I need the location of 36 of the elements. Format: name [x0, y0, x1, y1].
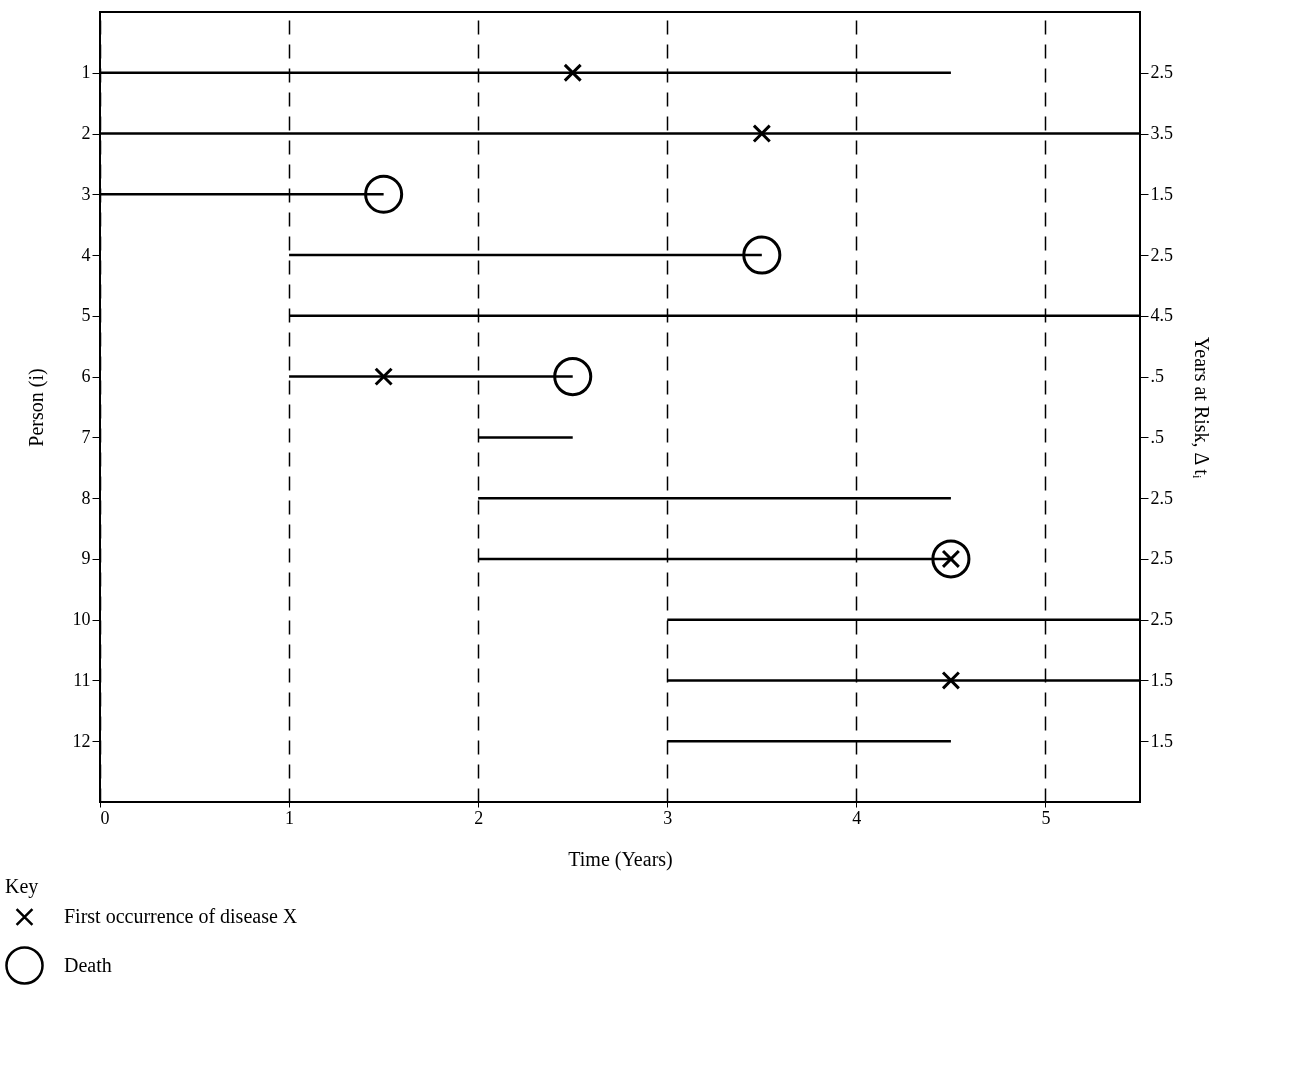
y2-tick-label: 3.5 [1150, 123, 1173, 144]
x-axis-title: Time (Years) [568, 847, 673, 871]
y-tick-label: 9 [81, 548, 91, 569]
y-tick-label: 12 [72, 730, 91, 751]
y2-tick-label: 2.5 [1150, 244, 1173, 265]
y-tick-label: 3 [81, 183, 91, 204]
x-tick-label: 0 [100, 807, 110, 828]
x-tick-label: 1 [285, 807, 295, 828]
legend-label: First occurrence of disease X [64, 905, 298, 927]
y-tick-label: 6 [81, 366, 91, 387]
y-tick-label: 1 [81, 62, 91, 83]
y-tick-label: 5 [81, 305, 91, 326]
x-tick-label: 2 [474, 807, 484, 828]
y-tick-label: 4 [81, 244, 91, 265]
y2-tick-label: 2.5 [1150, 609, 1173, 630]
legend-label: Death [64, 953, 112, 976]
y2-axis-title: Years at Risk, Δ tᵢ [1191, 336, 1213, 479]
y2-tick-label: 1.5 [1150, 183, 1173, 204]
x-tick-label: 5 [1041, 807, 1051, 828]
y2-tick-label: 1.5 [1150, 730, 1173, 751]
y2-tick-label: 2.5 [1150, 548, 1173, 569]
y2-tick-label: 2.5 [1150, 62, 1173, 83]
x-tick-label: 3 [663, 807, 673, 828]
y-tick-label: 2 [81, 123, 91, 144]
y2-tick-label: 4.5 [1150, 305, 1173, 326]
legend-title: Key [5, 875, 39, 898]
y2-tick-label: .5 [1150, 426, 1164, 447]
y2-tick-label: 1.5 [1150, 669, 1173, 690]
y2-tick-label: .5 [1150, 366, 1164, 387]
y-axis-title: Person (i) [24, 368, 48, 447]
y-tick-label: 10 [72, 609, 91, 630]
y-tick-label: 7 [81, 426, 91, 447]
y-tick-label: 8 [81, 487, 91, 508]
x-tick-label: 4 [852, 807, 862, 828]
y2-tick-label: 2.5 [1150, 487, 1173, 508]
y-tick-label: 11 [73, 669, 91, 690]
